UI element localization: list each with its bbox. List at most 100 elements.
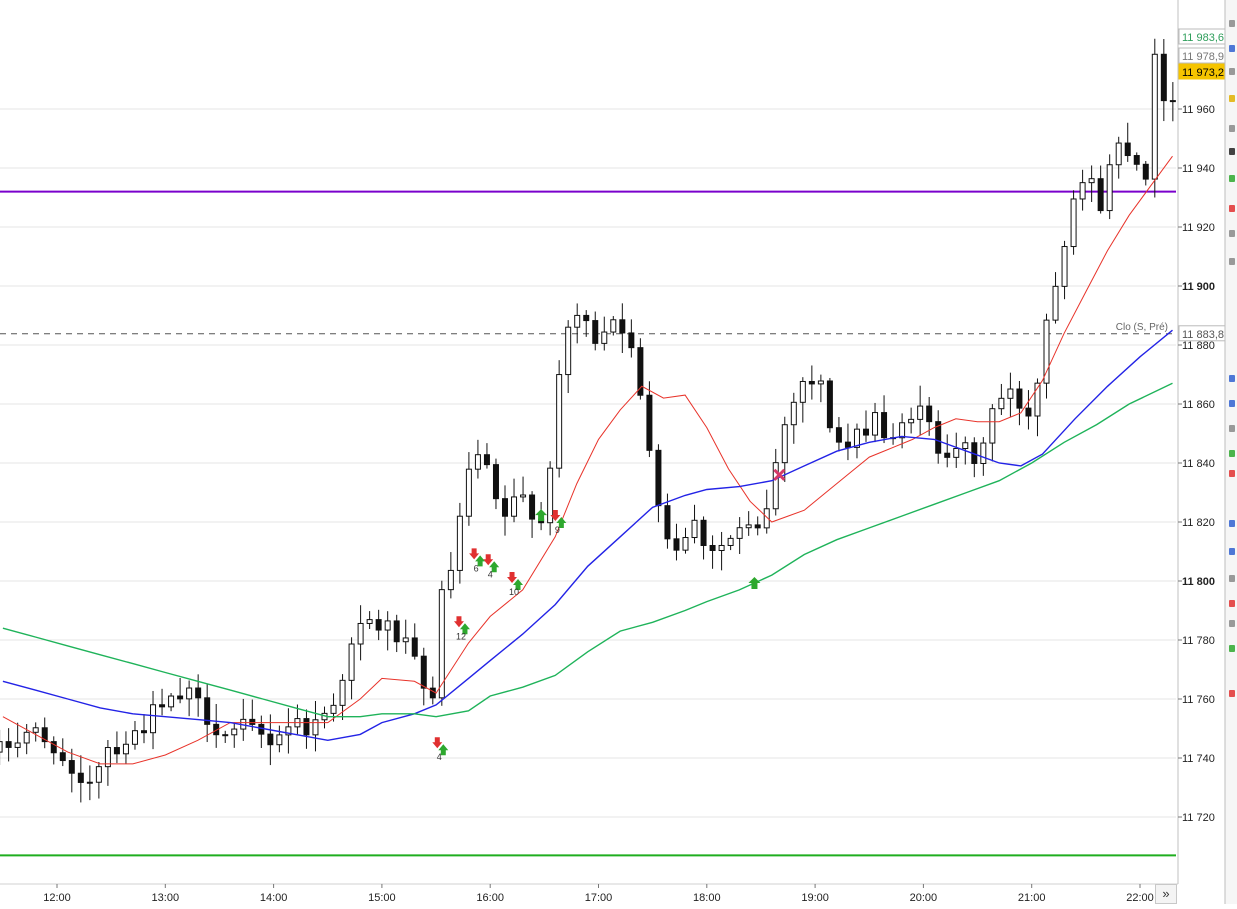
- tool-icon: [1229, 125, 1235, 132]
- y-tick-label: 11 740: [1182, 753, 1215, 765]
- candle-body: [1142, 163, 1149, 180]
- candle-body: [366, 619, 373, 624]
- candle-body: [168, 695, 175, 708]
- trade-signal: [773, 468, 786, 481]
- trade-signal: [535, 509, 548, 522]
- up-arrow-icon: [489, 561, 500, 573]
- candle-body: [664, 505, 671, 540]
- signal-count-label: 10: [509, 587, 519, 597]
- candle-body: [745, 524, 752, 529]
- tool-icon: [1229, 450, 1235, 457]
- candle-body: [141, 730, 148, 734]
- candle-body: [1115, 142, 1122, 166]
- candle-body: [781, 424, 788, 464]
- candle-body: [86, 781, 93, 784]
- candle-body: [1160, 53, 1167, 102]
- candle-body: [411, 637, 418, 657]
- candle-body: [59, 752, 66, 762]
- candle-body: [826, 380, 833, 429]
- right-toolbar: [1224, 0, 1237, 904]
- tool-icon: [1229, 205, 1235, 212]
- candle-body: [1016, 388, 1023, 409]
- candle-body: [357, 622, 364, 645]
- candle-body: [32, 727, 39, 733]
- candle-body: [1133, 155, 1140, 165]
- candle-body: [456, 515, 463, 571]
- tool-icon: [1229, 20, 1235, 27]
- up-arrow-icon: [475, 555, 486, 567]
- candle-body: [1151, 53, 1158, 180]
- scroll-right-button[interactable]: »: [1155, 884, 1177, 904]
- candle-body: [113, 747, 120, 755]
- candle-body: [583, 314, 590, 322]
- tool-icon: [1229, 375, 1235, 382]
- candle-body: [917, 405, 924, 420]
- candle-body: [492, 464, 499, 500]
- price-tag-label: 11 973,2: [1182, 67, 1224, 79]
- candle-body: [1088, 178, 1095, 184]
- candle-body: [944, 452, 951, 458]
- down-arrow-icon: [550, 510, 561, 522]
- x-tick-label: 21:00: [1018, 892, 1046, 904]
- y-tick-label: 11 820: [1182, 517, 1215, 529]
- y-tick-label: 11 920: [1182, 222, 1215, 234]
- candle-body: [682, 537, 689, 551]
- candle-body: [601, 331, 608, 344]
- candle-body: [1034, 382, 1041, 417]
- candle-body: [998, 397, 1005, 410]
- tool-icon: [1229, 148, 1235, 155]
- candle-body: [1070, 198, 1077, 248]
- tool-icon: [1229, 175, 1235, 182]
- candle-body: [511, 496, 518, 517]
- x-tick-label: 20:00: [910, 892, 938, 904]
- price-tag-label: 11 883,8: [1182, 329, 1224, 341]
- candle-body: [736, 527, 743, 539]
- y-tick-label: 11 860: [1182, 399, 1215, 411]
- tool-icon: [1229, 600, 1235, 607]
- candle-body: [547, 467, 554, 524]
- candle-body: [574, 314, 581, 328]
- candle-body: [1106, 164, 1113, 212]
- candle-body: [673, 538, 680, 551]
- candle-body: [1052, 285, 1059, 321]
- trade-signal: 10: [507, 572, 524, 597]
- candle-body: [50, 741, 57, 754]
- tool-icon: [1229, 520, 1235, 527]
- candle-body: [438, 589, 445, 699]
- candle-body: [1097, 178, 1104, 212]
- candle-body: [502, 498, 509, 517]
- candle-body: [881, 412, 888, 439]
- candle-body: [1079, 182, 1086, 200]
- candle-body: [5, 741, 12, 748]
- candle-body: [195, 687, 202, 699]
- candle-body: [348, 643, 355, 681]
- up-arrow-icon: [556, 517, 567, 529]
- candle-body: [258, 723, 265, 735]
- candle-body: [700, 519, 707, 546]
- candle-body: [447, 569, 454, 591]
- horizontal-lines: Clo (S, Pré): [0, 190, 1176, 857]
- y-tick-label: 11 900: [1182, 281, 1215, 293]
- candle-body: [817, 380, 824, 385]
- tool-icon: [1229, 68, 1235, 75]
- candle-body: [402, 637, 409, 643]
- x-tick-label: 13:00: [152, 892, 180, 904]
- candle-body: [186, 687, 193, 700]
- down-arrow-icon: [453, 616, 464, 628]
- trade-signal: 9: [550, 510, 567, 535]
- up-arrow-icon: [438, 744, 449, 756]
- tool-icon: [1229, 470, 1235, 477]
- signal-count-label: 4: [488, 569, 493, 579]
- candle-body: [935, 421, 942, 454]
- candle-body: [420, 655, 427, 689]
- candle-body: [1061, 246, 1068, 287]
- candle-body: [953, 448, 960, 458]
- candle-body: [853, 428, 860, 448]
- candle-body: [565, 326, 572, 376]
- tool-icon: [1229, 400, 1235, 407]
- candle-body: [285, 726, 292, 736]
- candle-body: [303, 718, 310, 736]
- x-tick-label: 17:00: [585, 892, 613, 904]
